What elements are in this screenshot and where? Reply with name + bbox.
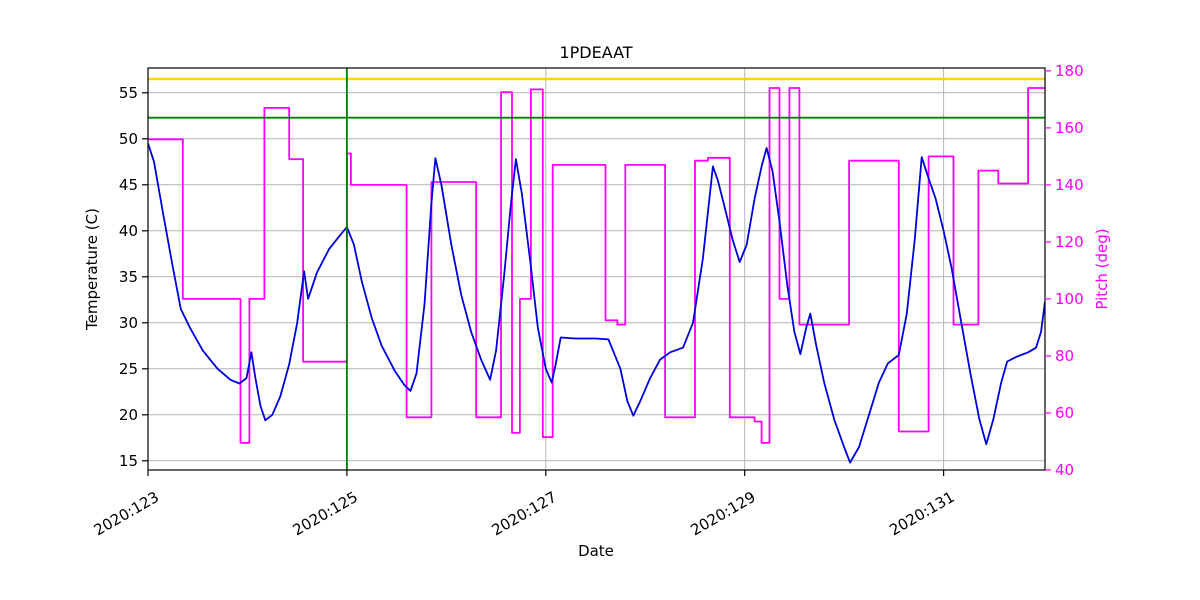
reference-lines [148,68,1045,470]
left-tick-label: 15 [119,452,138,470]
left-tick-label: 40 [119,222,138,240]
left-tick-label: 20 [119,406,138,424]
x-tick-label: 2020:131 [886,488,957,540]
right-tick-label: 40 [1055,461,1074,479]
gridlines [147,68,1045,470]
x-tick-label: 2020:125 [290,488,361,540]
x-tick-label: 2020:123 [91,488,162,540]
x-tick-label: 2020:127 [489,488,560,540]
left-tick-label: 45 [119,176,138,194]
left-tick-label: 30 [119,314,138,332]
chart-title: 1PDEAAT [559,43,632,62]
y-axis-left-label: Temperature (C) [83,208,101,331]
plot-border [147,67,1046,471]
x-axis-label: Date [578,542,614,560]
right-tick-label: 100 [1055,290,1084,308]
left-tick-label: 25 [119,360,138,378]
right-tick-label: 180 [1055,62,1084,80]
right-tick-label: 140 [1055,176,1084,194]
left-tick-label: 35 [119,268,138,286]
series-layer [148,87,1045,464]
left-tick-label: 50 [119,130,138,148]
pitch-line [148,87,1045,444]
right-tick-label: 160 [1055,119,1084,137]
right-tick-label: 80 [1055,347,1074,365]
y-axis-right-label: Pitch (deg) [1093,228,1111,309]
right-tick-label: 120 [1055,233,1084,251]
temperature-line [148,143,1045,464]
right-tick-label: 60 [1055,404,1074,422]
x-tick-label: 2020:129 [687,488,758,540]
left-tick-label: 55 [119,84,138,102]
